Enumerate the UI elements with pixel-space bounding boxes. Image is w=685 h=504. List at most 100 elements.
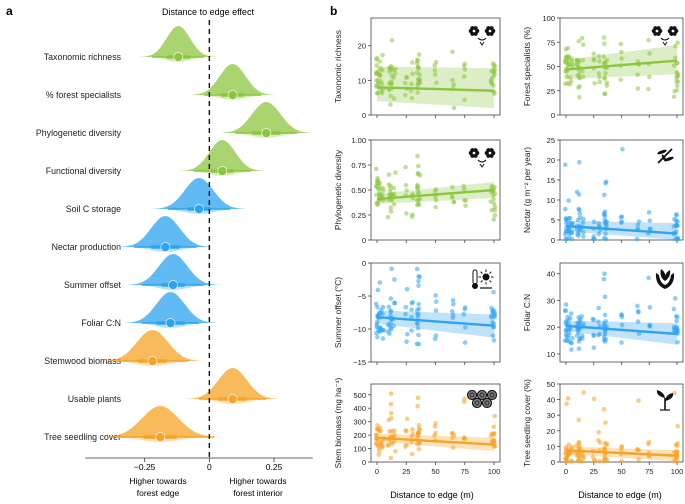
data-point [491,83,496,88]
data-point [380,304,386,310]
data-point [675,40,680,46]
data-point [432,68,438,73]
sun-ray [489,280,492,283]
data-point [634,447,640,452]
data-point [603,236,609,242]
data-point [675,73,681,79]
petal [473,26,478,31]
pollination-arrow [479,41,485,46]
data-point [603,337,609,342]
data-point [391,439,397,444]
median-point [217,166,228,176]
median-point [147,356,158,366]
data-point [403,444,408,449]
row-label: Functional diversity [46,166,122,176]
data-point [374,324,379,329]
data-point [416,431,421,437]
data-point [566,332,572,338]
data-point [604,323,609,329]
data-point [603,70,608,76]
data-point [433,204,438,210]
data-point [380,336,386,341]
y-tick-label: 10 [547,196,555,205]
data-point [569,221,575,227]
data-point [581,234,586,239]
data-point [619,56,624,61]
data-point [646,86,651,92]
data-point [647,305,653,310]
data-point [385,214,391,220]
data-point [416,274,421,279]
data-point [388,209,394,214]
data-point [432,433,437,438]
y-tick-label: 500 [353,391,366,400]
y-tick-label: 0 [362,259,366,268]
data-point [647,226,653,232]
data-point [404,286,410,292]
log-end [466,389,478,401]
data-point [576,439,582,445]
data-point [577,75,582,80]
data-point [391,201,397,207]
data-point [491,424,497,430]
data-point [562,206,568,212]
data-point [409,81,414,87]
panel-a-tick-zero: 0 [207,462,212,472]
data-point [620,146,625,152]
scatter-panel-summer-offset: −15 −10 −5 0 Summer offset (°C) [333,259,501,367]
median-point [160,242,171,252]
data-point [451,301,456,307]
data-point [402,92,408,98]
dragonfly-body [657,148,673,164]
data-point [635,222,641,228]
row-label: Foliar C:N [81,318,121,328]
data-point [416,332,421,338]
row-label: Usable plants [68,394,122,404]
data-point [403,427,409,433]
data-point [581,390,586,395]
data-point [647,51,652,56]
petal [672,31,677,36]
data-point [450,430,455,436]
data-point [604,441,610,446]
data-point [416,189,421,195]
y-tick-label: 10 [547,350,555,359]
data-point [580,42,586,47]
data-point [374,63,379,68]
data-point [403,311,408,317]
y-tick-label: 0 [362,111,366,120]
xlabel-right-line2: forest interior [233,488,283,498]
scatter-panel-foliar-cn: 10 20 30 40 Foliar C:N [522,262,684,365]
data-point [569,56,575,62]
x-tick-label: 0 [564,467,568,476]
x-tick-label: 75 [645,467,653,476]
data-point [492,184,497,190]
y-axis-label: Nectar (g m⁻² per year) [522,147,532,233]
x-tick-label: 25 [402,467,410,476]
data-point [417,77,422,83]
data-point [674,213,679,218]
data-point [450,445,456,451]
data-point [591,51,597,57]
data-point [403,304,409,310]
data-point [380,445,385,450]
data-point [675,79,681,85]
data-point [449,194,455,199]
fit-line [376,86,495,92]
data-point [417,196,423,202]
median-point [168,280,179,290]
petal [489,26,494,31]
sun-ray [489,271,492,274]
data-point [388,296,394,301]
fit-line [376,436,495,446]
log-ring [474,400,480,406]
data-point [414,61,420,66]
flower-center [488,151,492,155]
thermometer-bulb [472,283,478,289]
data-point [580,220,586,225]
y-tick-label: 30 [547,296,555,305]
data-point [417,72,423,78]
data-point [567,326,572,331]
data-point [433,186,439,192]
scatter-panel-phylogenetic-diversity: 0 0.25 0.50 0.75 1.00 Phylogenetic diversity [333,136,501,245]
